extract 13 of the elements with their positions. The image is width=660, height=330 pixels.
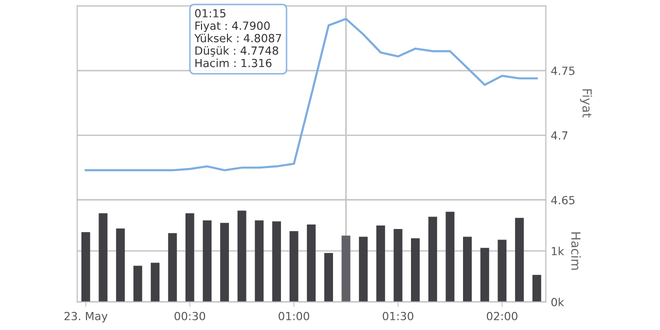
- y-tick-label: 4.65: [551, 196, 574, 204]
- y-tick-label: 1k: [552, 246, 564, 256]
- y-axis-title: Hacim: [571, 232, 581, 270]
- y-tick-label: 4.7: [551, 131, 568, 140]
- x-tick-label: 23. May: [64, 312, 108, 322]
- y-axis-title: Fiyat: [580, 89, 592, 118]
- y-tick-label: 4.75: [551, 66, 574, 75]
- y-tick-label: 0k: [551, 298, 564, 306]
- x-tick-label: 00:30: [174, 312, 206, 320]
- annotation: 01:15 Fiyat : 4.7900 Yüksek : 4.8087 Düşük : 4.7748 Hacim : 1.316: [194, 9, 282, 68]
- x-tick-label: 01:00: [278, 312, 310, 320]
- x-tick-label: 01:30: [382, 312, 414, 320]
- x-tick-label: 02:00: [486, 312, 518, 320]
